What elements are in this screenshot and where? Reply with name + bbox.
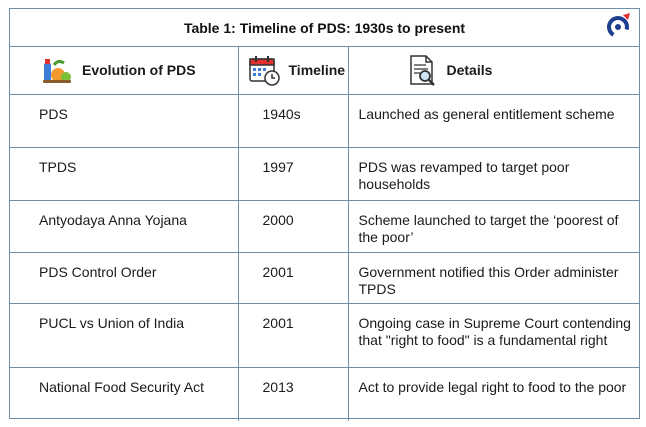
cell-evolution: TPDS <box>10 146 239 201</box>
cell-details: Scheme launched to target the ‘poorest o… <box>347 199 639 253</box>
header-details: Details <box>347 47 639 95</box>
cell-details: Government notified this Order administe… <box>347 251 639 304</box>
table-row: PUCL vs Union of India 2001 Ongoing case… <box>10 302 639 368</box>
cell-details: Ongoing case in Supreme Court contending… <box>347 302 639 368</box>
table-title: Table 1: Timeline of PDS: 1930s to prese… <box>183 19 466 36</box>
table-header-row: Evolution of PDS <box>10 47 639 95</box>
header-details-label: Details <box>446 62 493 79</box>
cell-timeline: 2001 <box>237 302 349 368</box>
brand-logo-icon <box>607 13 630 38</box>
table-title-bar: Table 1: Timeline of PDS: 1930s to prese… <box>10 9 639 47</box>
header-evolution-label: Evolution of PDS <box>82 62 196 79</box>
table-row: PDS 1940s Launched as general entitlemen… <box>10 93 639 148</box>
cell-evolution: PDS <box>10 93 239 148</box>
cell-evolution: National Food Security Act <box>10 366 239 421</box>
table-row: TPDS 1997 PDS was revamped to target poo… <box>10 146 639 201</box>
calendar-clock-icon <box>248 56 280 86</box>
cell-evolution: Antyodaya Anna Yojana <box>10 199 239 253</box>
table-row: PDS Control Order 2001 Government notifi… <box>10 251 639 304</box>
groceries-icon <box>43 59 71 84</box>
header-timeline-label: Timeline <box>288 62 346 79</box>
header-timeline: Timeline <box>237 47 349 95</box>
cell-details: Launched as general entitlement scheme <box>347 93 639 148</box>
table-row: National Food Security Act 2013 Act to p… <box>10 366 639 421</box>
cell-timeline: 2001 <box>237 251 349 304</box>
cell-evolution: PDS Control Order <box>10 251 239 304</box>
cell-timeline: 2000 <box>237 199 349 253</box>
pds-timeline-table: Evolution of PDS <box>10 47 639 421</box>
table-frame: Table 1: Timeline of PDS: 1930s to prese… <box>9 8 640 421</box>
cell-details: PDS was revamped to target poor househol… <box>347 146 639 201</box>
cell-details: Act to provide legal right to food to th… <box>347 366 639 421</box>
table-row: Antyodaya Anna Yojana 2000 Scheme launch… <box>10 199 639 253</box>
document-magnifier-icon <box>409 55 435 87</box>
cell-timeline: 1997 <box>237 146 349 201</box>
cell-timeline: 1940s <box>237 93 349 148</box>
header-evolution: Evolution of PDS <box>10 47 239 95</box>
cell-timeline: 2013 <box>237 366 349 421</box>
cell-evolution: PUCL vs Union of India <box>10 302 239 368</box>
